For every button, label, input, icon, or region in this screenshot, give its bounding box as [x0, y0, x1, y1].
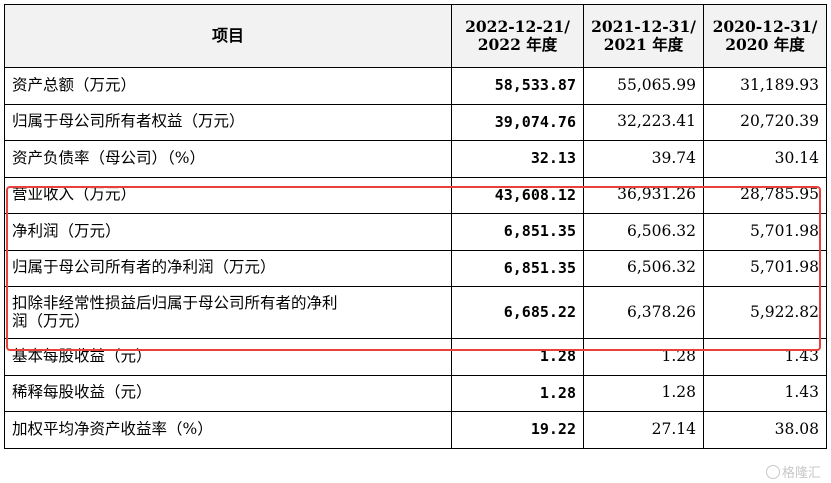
row-label: 归属于母公司所有者的净利润（万元） — [4, 249, 452, 287]
header-2020: 2020-12-31/ 2020 年度 — [703, 4, 827, 68]
value-2021: 39.74 — [583, 140, 704, 178]
value-2022: 19.22 — [451, 411, 584, 449]
value-2021: 1.28 — [583, 374, 704, 412]
value-2020: 30.14 — [703, 140, 827, 178]
header-2020-date: 2020-12-31/ — [712, 17, 818, 37]
header-2021-date: 2021-12-31/ — [591, 17, 696, 37]
value-2021: 6,506.32 — [583, 249, 704, 287]
row-label: 营业收入（万元） — [4, 176, 452, 214]
value-2020: 5,701.98 — [703, 213, 827, 251]
table-row: 净利润（万元） 6,851.35 6,506.32 5,701.98 — [4, 213, 827, 251]
value-2020: 5,701.98 — [703, 249, 827, 287]
row-label: 扣除非经常性损益后归属于母公司所有者的净利 润（万元） — [4, 286, 452, 339]
value-2020: 20,720.39 — [703, 103, 827, 141]
table-row: 扣除非经常性损益后归属于母公司所有者的净利 润（万元） 6,685.22 6,3… — [4, 286, 827, 339]
row-label-line2: 润（万元） — [12, 311, 90, 330]
table-row: 稀释每股收益（元） 1.28 1.28 1.43 — [4, 374, 827, 412]
header-item: 项目 — [4, 4, 452, 68]
value-2021: 55,065.99 — [583, 67, 704, 105]
value-2022: 6,851.35 — [451, 213, 584, 251]
value-2020: 31,189.93 — [703, 67, 827, 105]
value-2022: 32.13 — [451, 140, 584, 178]
row-label-line1: 扣除非经常性损益后归属于母公司所有者的净利 — [12, 293, 338, 312]
value-2020: 5,922.82 — [703, 286, 827, 339]
value-2022: 6,685.22 — [451, 286, 584, 339]
value-2022: 43,608.12 — [451, 176, 584, 214]
header-2020-year: 2020 年度 — [725, 35, 805, 54]
logo-icon — [765, 465, 780, 479]
value-2020: 1.43 — [703, 338, 827, 376]
value-2021: 36,931.26 — [583, 176, 704, 214]
table-row: 加权平均净资产收益率（%） 19.22 27.14 38.08 — [4, 411, 827, 449]
header-2021: 2021-12-31/ 2021 年度 — [583, 4, 704, 68]
value-2022: 1.28 — [451, 374, 584, 412]
row-label: 稀释每股收益（元） — [4, 374, 452, 412]
value-2022: 6,851.35 — [451, 249, 584, 287]
table-row: 归属于母公司所有者的净利润（万元） 6,851.35 6,506.32 5,70… — [4, 249, 827, 287]
table-header-row: 项目 2022-12-21/ 2022 年度 2021-12-31/ 2021 … — [4, 4, 827, 68]
row-label: 净利润（万元） — [4, 213, 452, 251]
header-2021-year: 2021 年度 — [603, 35, 684, 54]
value-2022: 1.28 — [451, 338, 584, 376]
value-2021: 32,223.41 — [583, 103, 704, 141]
watermark: 格隆汇 — [765, 462, 821, 481]
value-2021: 1.28 — [583, 338, 704, 376]
table-row: 归属于母公司所有者权益（万元） 39,074.76 32,223.41 20,7… — [4, 103, 827, 141]
value-2022: 39,074.76 — [451, 103, 584, 141]
header-2022-year: 2022 年度 — [477, 35, 558, 54]
value-2020: 28,785.95 — [703, 176, 827, 214]
value-2021: 27.14 — [583, 411, 704, 449]
row-label: 归属于母公司所有者权益（万元） — [4, 103, 452, 141]
row-label: 基本每股收益（元） — [4, 338, 452, 376]
table-row: 基本每股收益（元） 1.28 1.28 1.43 — [4, 338, 827, 376]
row-label: 资产负债率（母公司）（%） — [4, 140, 452, 178]
table-row: 营业收入（万元） 43,608.12 36,931.26 28,785.95 — [4, 176, 827, 214]
watermark-text: 格隆汇 — [781, 466, 821, 481]
header-2022: 2022-12-21/ 2022 年度 — [451, 4, 584, 68]
value-2021: 6,378.26 — [583, 286, 704, 339]
row-label: 资产总额（万元） — [4, 67, 452, 105]
financial-table-container: 项目 2022-12-21/ 2022 年度 2021-12-31/ 2021 … — [4, 4, 827, 476]
value-2021: 6,506.32 — [583, 213, 704, 251]
value-2020: 38.08 — [703, 411, 827, 449]
value-2022: 58,533.87 — [451, 67, 584, 105]
value-2020: 1.43 — [703, 374, 827, 412]
financial-indicators-table: 项目 2022-12-21/ 2022 年度 2021-12-31/ 2021 … — [4, 4, 827, 449]
table-row: 资产负债率（母公司）（%） 32.13 39.74 30.14 — [4, 140, 827, 178]
table-row: 资产总额（万元） 58,533.87 55,065.99 31,189.93 — [4, 67, 827, 105]
row-label: 加权平均净资产收益率（%） — [4, 411, 452, 449]
header-2022-date: 2022-12-21/ — [465, 17, 570, 37]
